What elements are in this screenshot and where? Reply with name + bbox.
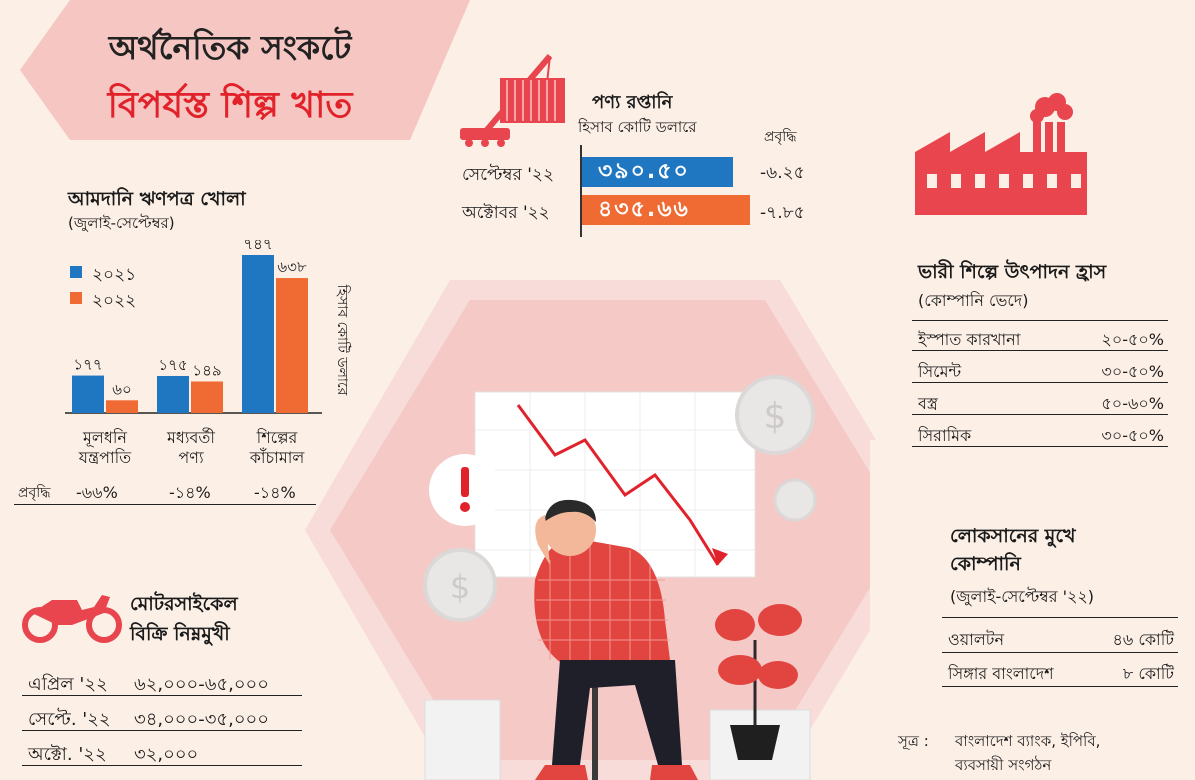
heavy-industry-subtitle: (কোম্পানি ভেদে) <box>918 291 1029 310</box>
motorcycle-icon <box>22 595 122 643</box>
lc-bar-chart: ১৭৭ ১৭৫ ৭৪৭ ৬০ ১৪৯ ৬৩৮ <box>65 240 322 414</box>
table-row: ওয়ালটন ৪৬ কোটি <box>942 620 1178 653</box>
motorcycle-title-line-1: মোটরসাইকেল <box>130 593 238 615</box>
bar-value-label: ১৭৫ <box>158 356 187 374</box>
table-row: সিঙ্গার বাংলাদেশ ৮ কোটি <box>942 654 1178 687</box>
category-label-raw-materials: শিল্পের কাঁচামাল <box>249 428 305 467</box>
bar-value-label: ৬০ <box>112 380 132 398</box>
lc-unit-label: হিসাব কোটি ডলারে <box>334 284 350 396</box>
bar-২০২২-0 <box>106 400 138 413</box>
source-line-2: ব্যবসায়ী সংগঠন <box>955 756 1052 774</box>
lc-chart-title: আমদানি ঋণপত্র খোলা <box>68 188 246 210</box>
table-row: বস্ত্র ৫০-৬০% <box>912 386 1168 415</box>
export-growth-sep: -৬.২৫ <box>760 163 805 183</box>
bar-২০২১-0 <box>72 375 104 413</box>
lc-growth-row: প্রবৃদ্ধি -৬৬% -১৪% -১৪% <box>14 474 316 505</box>
export-growth-oct: -৭.৮৫ <box>760 203 805 223</box>
factory-icon <box>915 93 1087 215</box>
table-row: এপ্রিল '২২ ৬২,০০০-৬৫,০০০ <box>22 665 302 696</box>
loss-title-line-2: কোম্পানি <box>950 553 1021 575</box>
crane-container-icon <box>460 54 565 147</box>
dollar-coin-icon: $ $ <box>423 375 817 622</box>
legend-swatch-2021 <box>70 266 82 278</box>
bar-value-label: ৬৩৮ <box>277 258 307 276</box>
bar-২০২১-1 <box>157 375 189 413</box>
legend-label-2022: ২০২২ <box>92 291 137 311</box>
export-bar-oct: ৪৩৫.৬৬ <box>582 195 750 225</box>
loss-subtitle: (জুলাই-সেপ্টেম্বর '২২) <box>950 587 1095 606</box>
bar-২০২২-1 <box>191 381 223 413</box>
table-row: সিরামিক ৩০-৫০% <box>912 418 1168 447</box>
bar-value-label: ৭৪৭ <box>243 240 272 253</box>
title-line-1: অর্থনৈতিক সংকটে <box>108 28 352 67</box>
lc-growth-label: প্রবৃদ্ধি <box>18 485 51 501</box>
lc-growth-1: -১৪% <box>169 483 211 502</box>
loss-title-line-1: লোকসানের মুখে <box>950 525 1076 547</box>
source-label: সূত্র : <box>898 732 929 750</box>
plant-icon <box>715 604 802 760</box>
table-row: সিমেন্ট ৩০-৫০% <box>912 354 1168 383</box>
bar-২০২১-2 <box>242 255 274 413</box>
table-row: সেপ্টে. '২২ ৩৪,০০০-৩৫,০০০ <box>22 700 302 731</box>
legend-label-2021: ২০২১ <box>92 265 137 285</box>
lc-growth-2: -১৪% <box>254 483 296 502</box>
lc-growth-0: -৬৬% <box>76 483 118 502</box>
table-row: অক্টো. '২২ ৩২,০০০ <box>22 735 302 766</box>
bar-value-label: ১৪৯ <box>192 361 221 379</box>
category-label-intermediate-goods: মধ্যবর্তী পণ্য <box>167 428 215 467</box>
title-line-2: বিপর্যস্ত শিল্প খাত <box>107 85 353 126</box>
category-label-capital-machinery: মূলধনি যন্ত্রপাতি <box>78 428 132 467</box>
svg-text:$: $ <box>450 568 470 606</box>
exclamation-icon <box>429 454 523 541</box>
source-line-1: বাংলাদেশ ব্যাংক, ইপিবি, <box>955 732 1101 750</box>
motorcycle-title-line-2: বিক্রি নিম্নমুখী <box>130 623 230 645</box>
export-axis <box>580 145 582 237</box>
table-row: ইস্পাত কারখানা ২০-৫০% <box>912 322 1168 351</box>
bar-value-label: ১৭৭ <box>73 356 102 374</box>
export-bar-sep: ৩৯০.৫০ <box>582 157 733 187</box>
legend-swatch-2022 <box>70 292 82 304</box>
export-title: পণ্য রপ্তানি <box>592 92 673 113</box>
lc-chart-subtitle: (জুলাই-সেপ্টেম্বর) <box>68 214 175 232</box>
svg-text:$: $ <box>764 396 787 437</box>
export-subtitle: হিসাব কোটি ডলারে <box>578 118 697 136</box>
export-label-oct: অক্টোবর '২২ <box>462 203 550 223</box>
bar-২০২২-2 <box>276 278 308 413</box>
export-label-sep: সেপ্টেম্বর '২২ <box>462 165 555 185</box>
worried-person-illustration: $ $ <box>423 375 817 780</box>
export-growth-header: প্রবৃদ্ধি <box>764 129 797 145</box>
title-hexagon <box>20 0 470 140</box>
heavy-industry-title: ভারী শিল্পে উৎপাদন হ্রাস <box>918 261 1107 283</box>
